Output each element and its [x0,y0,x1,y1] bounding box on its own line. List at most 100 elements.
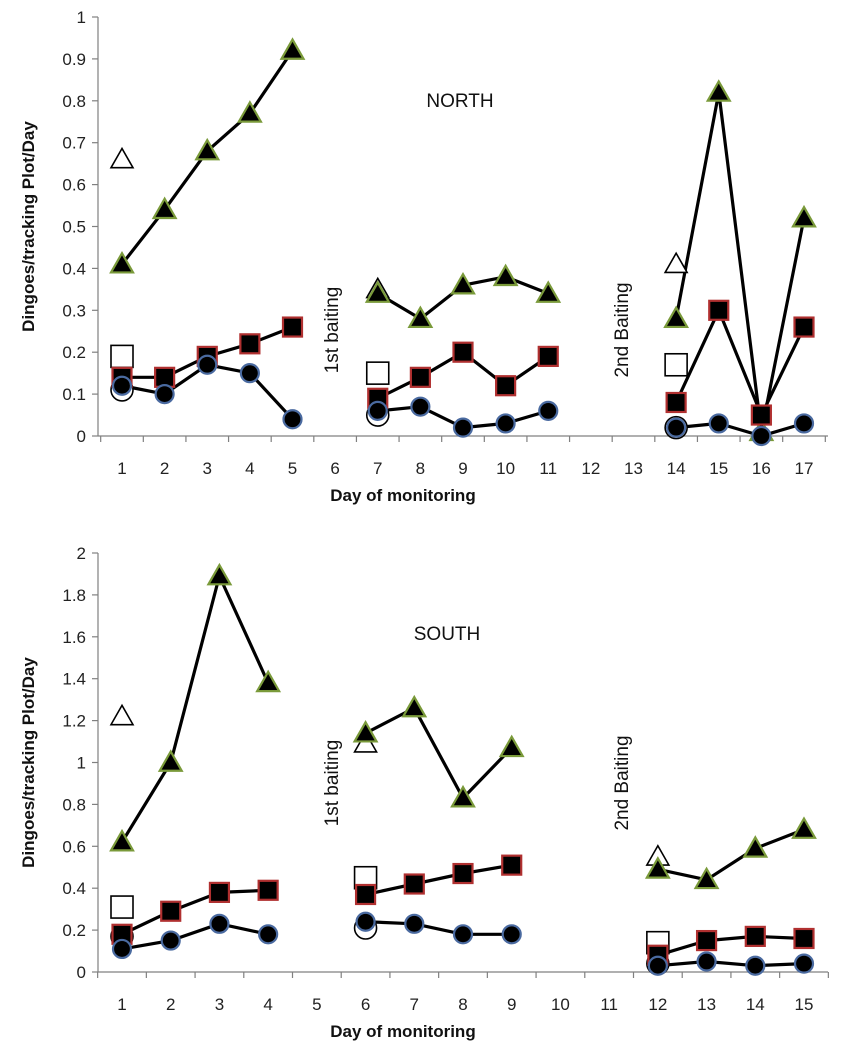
circle-marker [647,955,668,976]
y-tick-label: 0.6 [62,837,86,856]
y-tick-label: 0.9 [62,50,86,69]
x-axis-title: Day of monitoring [330,1022,475,1041]
circle-marker [501,924,522,945]
square-marker [239,333,261,355]
y-tick-label: 0.6 [62,176,86,195]
y-tick-label: 0 [77,963,86,982]
circle-marker [111,938,133,960]
circle-marker [367,400,388,421]
square-marker [537,345,559,367]
triangle-marker [791,204,817,228]
square-marker [409,366,431,388]
triangle-marker [742,835,769,858]
square-open-marker [664,352,688,377]
circle-series-line [121,922,269,951]
x-tick-label: 2 [166,995,175,1014]
y-axis-title: Dingoes/tracking Plot/Day [19,657,38,868]
circle-marker [282,409,303,430]
panel-label: SOUTH [414,624,481,645]
x-tick-label: 17 [795,459,814,478]
circle-series-line [657,959,805,968]
triangle-marker [693,866,720,890]
x-tick-label: 10 [496,459,515,478]
triangle-marker [279,37,306,60]
circle-marker [197,354,218,375]
x-tick-label: 14 [746,995,765,1014]
x-tick-label: 8 [416,459,425,478]
triangle-marker [492,263,519,287]
x-tick-label: 1 [117,459,126,478]
x-tick-label: 5 [288,459,297,478]
baiting-annotation: 1st baiting [322,740,343,827]
y-tick-label: 0.4 [62,259,86,278]
square-marker [695,929,718,952]
square-marker [403,873,425,895]
y-tick-label: 1 [77,8,86,27]
triangle-marker [663,305,690,329]
triangle-marker [352,719,379,743]
circle-marker [209,913,230,934]
triangle-marker [644,856,671,879]
circle-marker [258,924,279,945]
y-tick-label: 0.7 [62,134,86,153]
x-tick-label: 11 [600,995,618,1014]
y-tick-label: 1 [77,754,86,773]
triangle-marker [705,79,732,102]
x-tick-label: 3 [215,995,224,1014]
baiting-annotation: 2nd Baiting [612,735,633,830]
panel-label: NORTH [426,91,493,112]
x-tick-label: 12 [581,459,600,478]
north-chart: 00.10.20.30.40.50.60.70.80.911 2 3 4 5 6 7 8 9 10… [19,8,828,505]
y-tick-label: 0.2 [62,343,86,362]
x-tick-label: 15 [709,459,728,478]
circle-marker [745,955,766,976]
x-tick-label: 12 [648,995,667,1014]
x-tick-label: 10 [551,995,570,1014]
baiting-annotation: 2nd Baiting [612,282,633,377]
circle-marker [538,400,559,421]
square-series-line [674,308,806,417]
triangle-series-line [364,706,513,800]
square-series-line [657,934,805,957]
square-marker [793,316,815,338]
x-tick-label: 9 [458,459,467,478]
y-tick-label: 0.8 [62,92,86,111]
circle-marker [495,413,516,434]
triangle-marker [401,694,428,718]
x-tick-label: 4 [263,995,272,1014]
y-tick-label: 0.8 [62,795,86,814]
triangle-series-line [120,574,270,843]
triangle-series-line [674,90,806,434]
x-tick-label: 3 [203,459,212,478]
y-tick-label: 0.4 [62,879,86,898]
square-marker [452,862,474,885]
y-tick-label: 2 [77,544,86,563]
square-marker [160,900,182,922]
circle-marker [708,413,729,434]
circle-marker [111,375,133,396]
triangle-marker [407,305,434,329]
x-tick-label: 14 [667,459,686,478]
x-tick-label: 1 [117,995,126,1014]
square-marker [257,879,279,901]
circle-marker [154,384,175,405]
circle-marker [793,413,815,434]
x-tick-label: 9 [507,995,516,1014]
x-tick-label: 13 [624,459,643,478]
baiting-annotation: 1st baiting [322,287,343,374]
triangle-marker [206,562,233,586]
triangle-open-marker [663,251,689,274]
y-tick-label: 0.5 [62,218,86,237]
circle-marker [355,911,376,932]
south-chart: 00.20.40.60.811.21.41.61.821 2 3 4 5 6 7 8 9 10 11… [19,544,829,1041]
x-tick-label: 2 [160,459,169,478]
x-tick-label: 4 [245,459,254,478]
square-open-marker [110,895,134,919]
triangle-marker [791,816,817,839]
triangle-marker [535,280,562,303]
triangle-marker [194,137,221,161]
y-tick-label: 1.8 [62,586,86,605]
y-tick-label: 0.3 [62,301,86,320]
circle-marker [410,396,431,417]
